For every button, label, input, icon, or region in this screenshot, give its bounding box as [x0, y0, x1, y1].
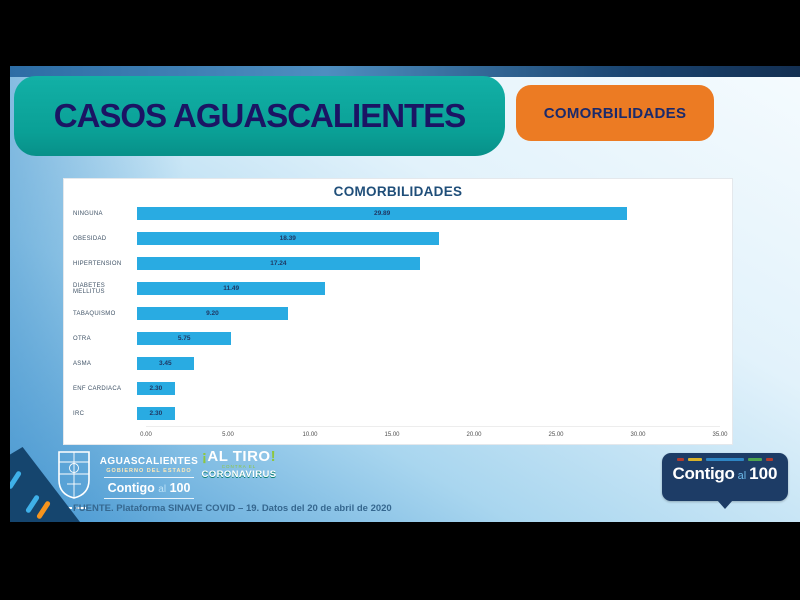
- gov-slogan-100: 100: [169, 481, 191, 495]
- bar: 29.89: [137, 207, 628, 220]
- bar-value-label: 29.89: [373, 210, 391, 217]
- chart-row: NINGUNA 29.89: [64, 201, 732, 226]
- x-axis-tick-label: 25.00: [548, 432, 564, 438]
- top-accent-bar: [10, 66, 800, 77]
- campaign-altiro-text: AL TIRO: [207, 448, 271, 465]
- gov-slogan-al: al: [158, 484, 167, 495]
- bar: 5.75: [137, 332, 232, 345]
- badge-text: Contigo al 100: [662, 464, 788, 484]
- bar-value-label: 11.49: [223, 285, 240, 292]
- chart-panel: COMORBILIDADES NINGUNA 29.89 OBESIDAD 18.39…: [63, 178, 733, 445]
- chart-row: HIPERTENSION 17.24: [64, 251, 732, 276]
- category-label: OTRA: [73, 335, 91, 342]
- bar-track: 9.20: [137, 307, 711, 320]
- topic-tag: COMORBILIDADES: [516, 85, 714, 141]
- chart-row: ENF CARDIACA 2.30: [64, 376, 732, 401]
- campaign-excl-open: ¡: [201, 448, 208, 465]
- gov-state-name: AGUASCALIENTES: [99, 456, 199, 467]
- gov-slogan: Contigo al 100: [98, 481, 200, 495]
- state-crest-icon: [55, 450, 93, 509]
- campaign-mid-text: CONTRA EL: [221, 464, 257, 469]
- category-label: IRC: [73, 410, 85, 417]
- badge-al: al: [737, 469, 747, 482]
- bar: 17.24: [137, 257, 420, 270]
- bar-track: 3.45: [137, 357, 711, 370]
- x-axis-tick-label: 0.00: [140, 432, 152, 438]
- header-banner: CASOS AGUASCALIENTES: [14, 76, 505, 156]
- campaign-coronavirus-text: CORONAVIRUS: [201, 469, 277, 480]
- chart-rows: NINGUNA 29.89 OBESIDAD 18.39 HIPERTENSION 17.…: [64, 201, 732, 426]
- bar: 9.20: [137, 307, 288, 320]
- gov-subtitle: GOBIERNO DEL ESTADO: [106, 468, 192, 474]
- category-label: ENF CARDIACA: [73, 385, 122, 392]
- bar-track: 18.39: [137, 232, 711, 245]
- slide: CASOS AGUASCALIENTES COMORBILIDADES COMO…: [10, 66, 800, 522]
- bar-value-label: 9.20: [206, 310, 219, 317]
- x-axis-tick-label: 15.00: [384, 432, 400, 438]
- bar-value-label: 3.45: [158, 360, 172, 367]
- category-label: TABAQUISMO: [73, 310, 116, 317]
- chart-title: COMORBILIDADES: [333, 184, 463, 199]
- gov-divider-bottom: [104, 498, 194, 499]
- x-axis-tick-label: 20.00: [466, 432, 482, 438]
- category-label: ASMA: [73, 360, 92, 367]
- x-axis-tick-label: 35.00: [712, 432, 728, 438]
- category-label: HIPERTENSION: [73, 260, 122, 267]
- bar-value-label: 2.30: [149, 385, 163, 392]
- speech-bubble-tail-icon: [717, 500, 733, 509]
- chart-row: OBESIDAD 18.39: [64, 226, 732, 251]
- government-logo: AGUASCALIENTES GOBIERNO DEL ESTADO Conti…: [98, 456, 200, 502]
- campaign-line1: ¡AL TIRO!: [196, 448, 282, 465]
- bar-track: 11.49: [137, 282, 711, 295]
- badge-contigo: Contigo: [672, 463, 735, 483]
- campaign-logo: ¡AL TIRO! CONTRA EL CORONAVIRUS: [196, 448, 282, 480]
- badge-100: 100: [749, 463, 778, 483]
- bar: 3.45: [137, 357, 194, 370]
- contigo-al-100-badge: Contigo al 100: [662, 453, 788, 509]
- category-label: OBESIDAD: [73, 235, 107, 242]
- bar-value-label: 18.39: [279, 235, 296, 242]
- x-axis-tick-label: 30.00: [630, 432, 646, 438]
- source-note: FUENTE. Plataforma SINAVE COVID – 19. Da…: [73, 503, 392, 514]
- badge-color-dashes: [662, 453, 788, 461]
- bar-track: 29.89: [137, 207, 711, 220]
- bar-track: 5.75: [137, 332, 711, 345]
- corner-decoration: [10, 447, 80, 522]
- category-label: NINGUNA: [73, 210, 103, 217]
- x-axis-tick-label: 10.00: [302, 432, 318, 438]
- gov-divider: [104, 477, 194, 478]
- chart-row: IRC 2.30: [64, 401, 732, 426]
- gov-slogan-contigo: Contigo: [107, 481, 155, 495]
- bar: 2.30: [137, 407, 175, 420]
- bar-track: 2.30: [137, 382, 711, 395]
- bar: 18.39: [137, 232, 439, 245]
- bar-value-label: 5.75: [177, 335, 191, 342]
- bar: 2.30: [137, 382, 175, 395]
- page-title: CASOS AGUASCALIENTES: [53, 97, 466, 134]
- bar-track: 2.30: [137, 407, 711, 420]
- bar: 11.49: [137, 282, 326, 295]
- chart-x-axis: 0.00 5.00 10.00 15.00 20.00 25.00 30.00 35.00: [140, 426, 728, 445]
- bar-value-label: 2.30: [149, 410, 163, 417]
- category-label: DIABETES MELLITUS: [73, 282, 106, 295]
- chart-row: DIABETES MELLITUS 11.49: [64, 276, 732, 301]
- campaign-excl-close: !: [270, 448, 277, 465]
- chart-row: ASMA 3.45: [64, 351, 732, 376]
- bar-value-label: 17.24: [270, 260, 287, 267]
- bar-track: 17.24: [137, 257, 711, 270]
- x-axis-tick-label: 5.00: [222, 432, 234, 438]
- chart-row: TABAQUISMO 9.20: [64, 301, 732, 326]
- chart-row: OTRA 5.75: [64, 326, 732, 351]
